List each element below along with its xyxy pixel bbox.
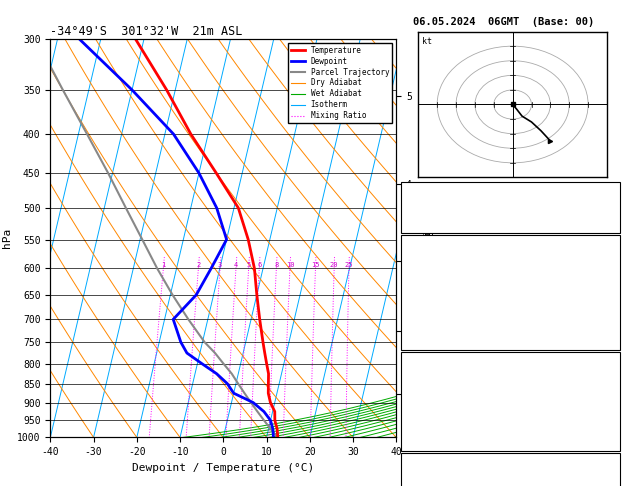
Text: 11.6: 11.6 <box>593 273 616 281</box>
Text: Mixing Ratio (g/kg): Mixing Ratio (g/kg) <box>424 191 433 286</box>
Text: CIN (J): CIN (J) <box>405 438 445 447</box>
Text: CAPE (J): CAPE (J) <box>405 321 451 330</box>
Text: LCL: LCL <box>403 433 421 442</box>
Text: Most Unstable: Most Unstable <box>473 358 548 366</box>
Text: 2.13: 2.13 <box>593 220 616 228</box>
Text: 2: 2 <box>196 262 201 268</box>
Text: 25: 25 <box>345 262 353 268</box>
Text: 10: 10 <box>286 262 294 268</box>
Text: 850: 850 <box>599 374 616 382</box>
Text: Hodograph: Hodograph <box>484 459 537 468</box>
Text: 308: 308 <box>599 289 616 297</box>
Text: 12.6: 12.6 <box>593 257 616 265</box>
Text: 15: 15 <box>311 262 320 268</box>
Text: 4: 4 <box>234 262 238 268</box>
Text: θₑ  (K): θₑ (K) <box>405 390 445 399</box>
Text: 3: 3 <box>218 262 222 268</box>
Text: 06.05.2024  06GMT  (Base: 00): 06.05.2024 06GMT (Base: 00) <box>413 17 594 27</box>
Text: 6: 6 <box>257 262 262 268</box>
Text: Temp (°C): Temp (°C) <box>405 257 457 265</box>
X-axis label: Dewpoint / Temperature (°C): Dewpoint / Temperature (°C) <box>132 463 314 473</box>
Y-axis label: hPa: hPa <box>1 228 11 248</box>
Y-axis label: km
ASL: km ASL <box>415 229 437 247</box>
Text: -73: -73 <box>599 475 616 484</box>
Text: Totals Totals: Totals Totals <box>405 204 480 212</box>
Text: K: K <box>405 188 411 196</box>
Text: © weatheronline.co.uk: © weatheronline.co.uk <box>462 471 559 480</box>
Text: 5: 5 <box>247 262 251 268</box>
Text: 316: 316 <box>599 390 616 399</box>
Text: 11: 11 <box>604 305 616 313</box>
Text: PW (cm): PW (cm) <box>405 220 445 228</box>
Text: 39: 39 <box>604 204 616 212</box>
Text: kt: kt <box>422 37 432 47</box>
Text: 1: 1 <box>161 262 165 268</box>
Text: 0: 0 <box>610 321 616 330</box>
Text: 0: 0 <box>610 438 616 447</box>
Text: Lifted Index: Lifted Index <box>405 406 474 415</box>
Text: 0: 0 <box>610 422 616 431</box>
Text: 5: 5 <box>610 188 616 196</box>
Text: 0: 0 <box>610 337 616 346</box>
Text: CIN (J): CIN (J) <box>405 337 445 346</box>
Text: CAPE (J): CAPE (J) <box>405 422 451 431</box>
Legend: Temperature, Dewpoint, Parcel Trajectory, Dry Adiabat, Wet Adiabat, Isotherm, Mi: Temperature, Dewpoint, Parcel Trajectory… <box>288 43 392 123</box>
Text: θₑ(K): θₑ(K) <box>405 289 434 297</box>
Text: -34°49'S  301°32'W  21m ASL: -34°49'S 301°32'W 21m ASL <box>50 25 243 38</box>
Text: Dewp (°C): Dewp (°C) <box>405 273 457 281</box>
Text: EH: EH <box>405 475 416 484</box>
Text: Lifted Index: Lifted Index <box>405 305 474 313</box>
Text: Pressure (mb): Pressure (mb) <box>405 374 480 382</box>
Text: 6: 6 <box>610 406 616 415</box>
Text: 8: 8 <box>274 262 279 268</box>
Text: 20: 20 <box>330 262 338 268</box>
Text: Surface: Surface <box>491 241 530 249</box>
